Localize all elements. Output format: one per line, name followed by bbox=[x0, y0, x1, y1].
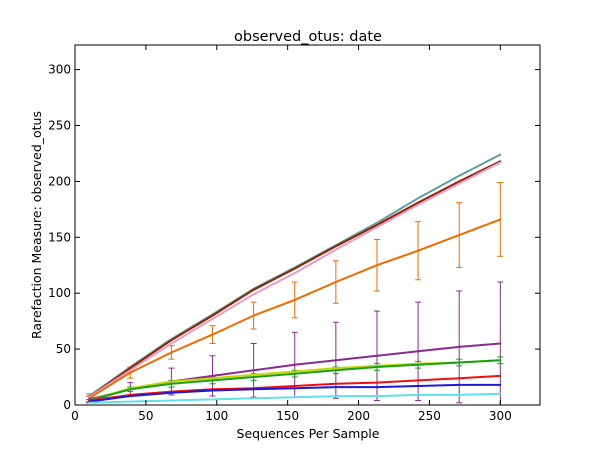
series-line bbox=[88, 383, 502, 403]
y-axis-label: Rarefaction Measure: observed_otus bbox=[29, 111, 44, 339]
y-tick-label: 50 bbox=[56, 342, 71, 356]
x-tick-label: 50 bbox=[138, 409, 153, 423]
x-tick-label: 150 bbox=[276, 409, 299, 423]
x-tick-label: 250 bbox=[418, 409, 441, 423]
x-tick-label: 0 bbox=[71, 409, 79, 423]
y-tick-label: 100 bbox=[48, 286, 71, 300]
x-axis-label: Sequences Per Sample bbox=[237, 426, 380, 441]
series-line bbox=[88, 218, 502, 400]
axis-ticks: 0 50 100 150 200 250 300 0 50 100 150 200 250 300 bbox=[48, 45, 540, 423]
plot-frame bbox=[74, 44, 541, 406]
x-tick-label: 100 bbox=[205, 409, 228, 423]
series-line bbox=[88, 392, 502, 404]
y-tick-label: 300 bbox=[48, 63, 71, 77]
chart-title: observed_otus: date bbox=[234, 29, 382, 45]
y-tick-label: 200 bbox=[48, 174, 71, 188]
series-line bbox=[88, 161, 502, 399]
series-line bbox=[88, 359, 502, 402]
plot-area bbox=[86, 153, 504, 406]
series-line bbox=[88, 160, 502, 399]
y-tick-label: 150 bbox=[48, 230, 71, 244]
x-tick-label: 200 bbox=[347, 409, 370, 423]
y-tick-label: 0 bbox=[63, 398, 71, 412]
series-line bbox=[88, 374, 502, 402]
x-tick-label: 300 bbox=[489, 409, 512, 423]
y-tick-label: 250 bbox=[48, 118, 71, 132]
